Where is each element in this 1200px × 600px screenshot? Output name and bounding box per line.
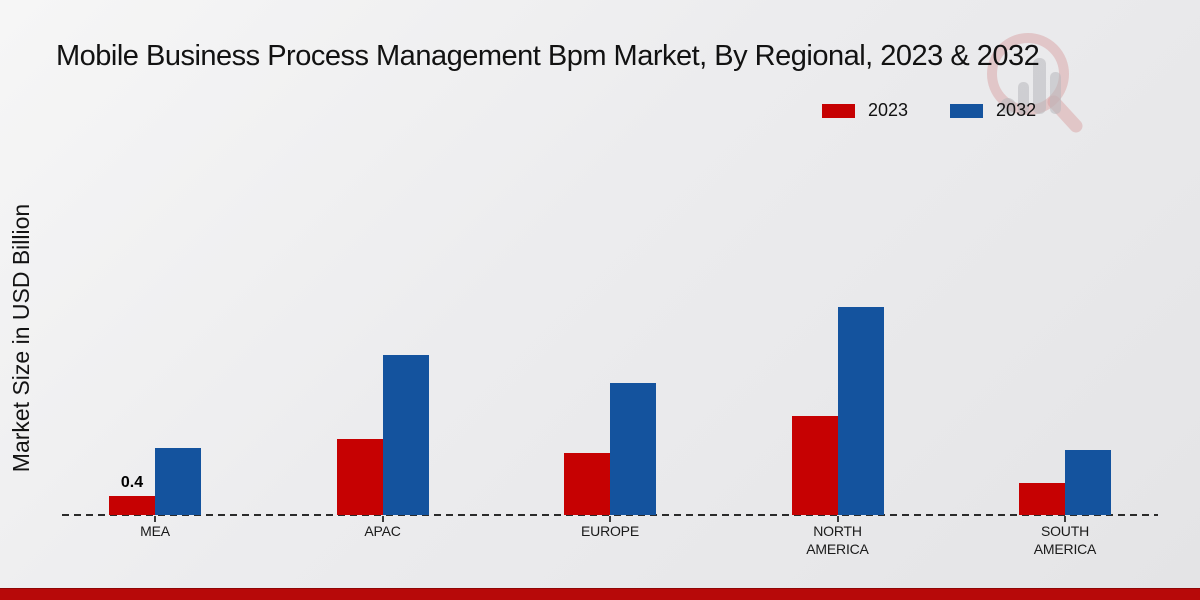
x-tick-label-mea: MEA — [140, 523, 170, 539]
legend-swatch-2032 — [950, 103, 984, 118]
bar-2032-apac — [382, 355, 429, 515]
x-axis-tick-apac — [381, 516, 384, 522]
x-tick-label-south-america: SOUTH AMERICA — [1033, 523, 1097, 557]
legend: 2023 2032 — [822, 100, 1078, 121]
data-label-2023-mea: 0.4 — [120, 474, 144, 491]
x-axis-tick-mea — [154, 516, 156, 522]
magnifier-bar-chart-logo-icon — [986, 26, 1086, 161]
legend-swatch-2023 — [822, 103, 855, 118]
bar-2032-south-america — [1065, 450, 1111, 515]
bar-2023-europe — [564, 453, 610, 515]
bar-2032-mea — [155, 448, 201, 515]
bar-2023-mea — [109, 496, 155, 515]
bar-2023-apac — [336, 439, 383, 515]
bar-2032-europe — [610, 383, 656, 515]
bar-2032-north-america — [837, 307, 884, 515]
legend-item-2023: 2023 — [822, 100, 908, 121]
chart-title: Mobile Business Process Management Bpm M… — [56, 40, 1040, 72]
bar-2023-south-america — [1019, 483, 1065, 515]
bar-2023-north-america — [791, 416, 838, 515]
legend-label-2023: 2023 — [868, 100, 909, 120]
legend-label-2032: 2032 — [996, 100, 1037, 120]
x-axis-tick-north-america — [836, 516, 839, 522]
x-tick-label-europe: EUROPE — [581, 523, 639, 539]
x-axis-tick-europe — [609, 516, 611, 522]
x-axis-tick-south-america — [1064, 516, 1066, 522]
x-tick-label-north-america: NORTH AMERICA — [806, 523, 869, 557]
x-tick-label-apac: APAC — [364, 523, 401, 539]
x-axis-baseline — [62, 514, 1158, 516]
legend-item-2032: 2032 — [950, 100, 1036, 121]
footer-accent-strip — [0, 588, 1200, 600]
